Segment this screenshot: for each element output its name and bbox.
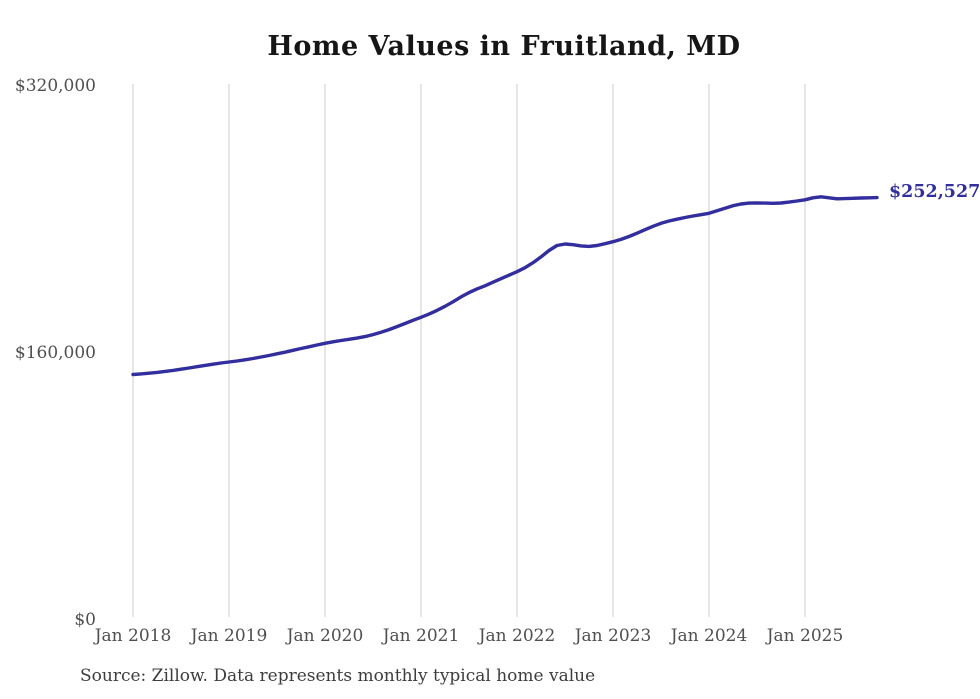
y-tick-label: $0: [74, 610, 96, 630]
x-tick-label: Jan 2021: [381, 626, 460, 646]
end-value-label: $252,527: [889, 182, 980, 202]
x-tick-label: Jan 2025: [765, 626, 844, 646]
x-tick-label: Jan 2022: [477, 626, 556, 646]
x-tick-label: Jan 2023: [573, 626, 652, 646]
x-tick-label: Jan 2020: [285, 626, 364, 646]
x-tick-label: Jan 2024: [669, 626, 748, 646]
y-tick-label: $320,000: [15, 76, 96, 96]
source-note: Source: Zillow. Data represents monthly …: [80, 666, 596, 686]
chart-title: Home Values in Fruitland, MD: [267, 31, 741, 62]
x-tick-label: Jan 2018: [93, 626, 172, 646]
x-tick-label: Jan 2019: [189, 626, 268, 646]
y-tick-label: $160,000: [15, 343, 96, 363]
home-value-line: [131, 195, 879, 377]
